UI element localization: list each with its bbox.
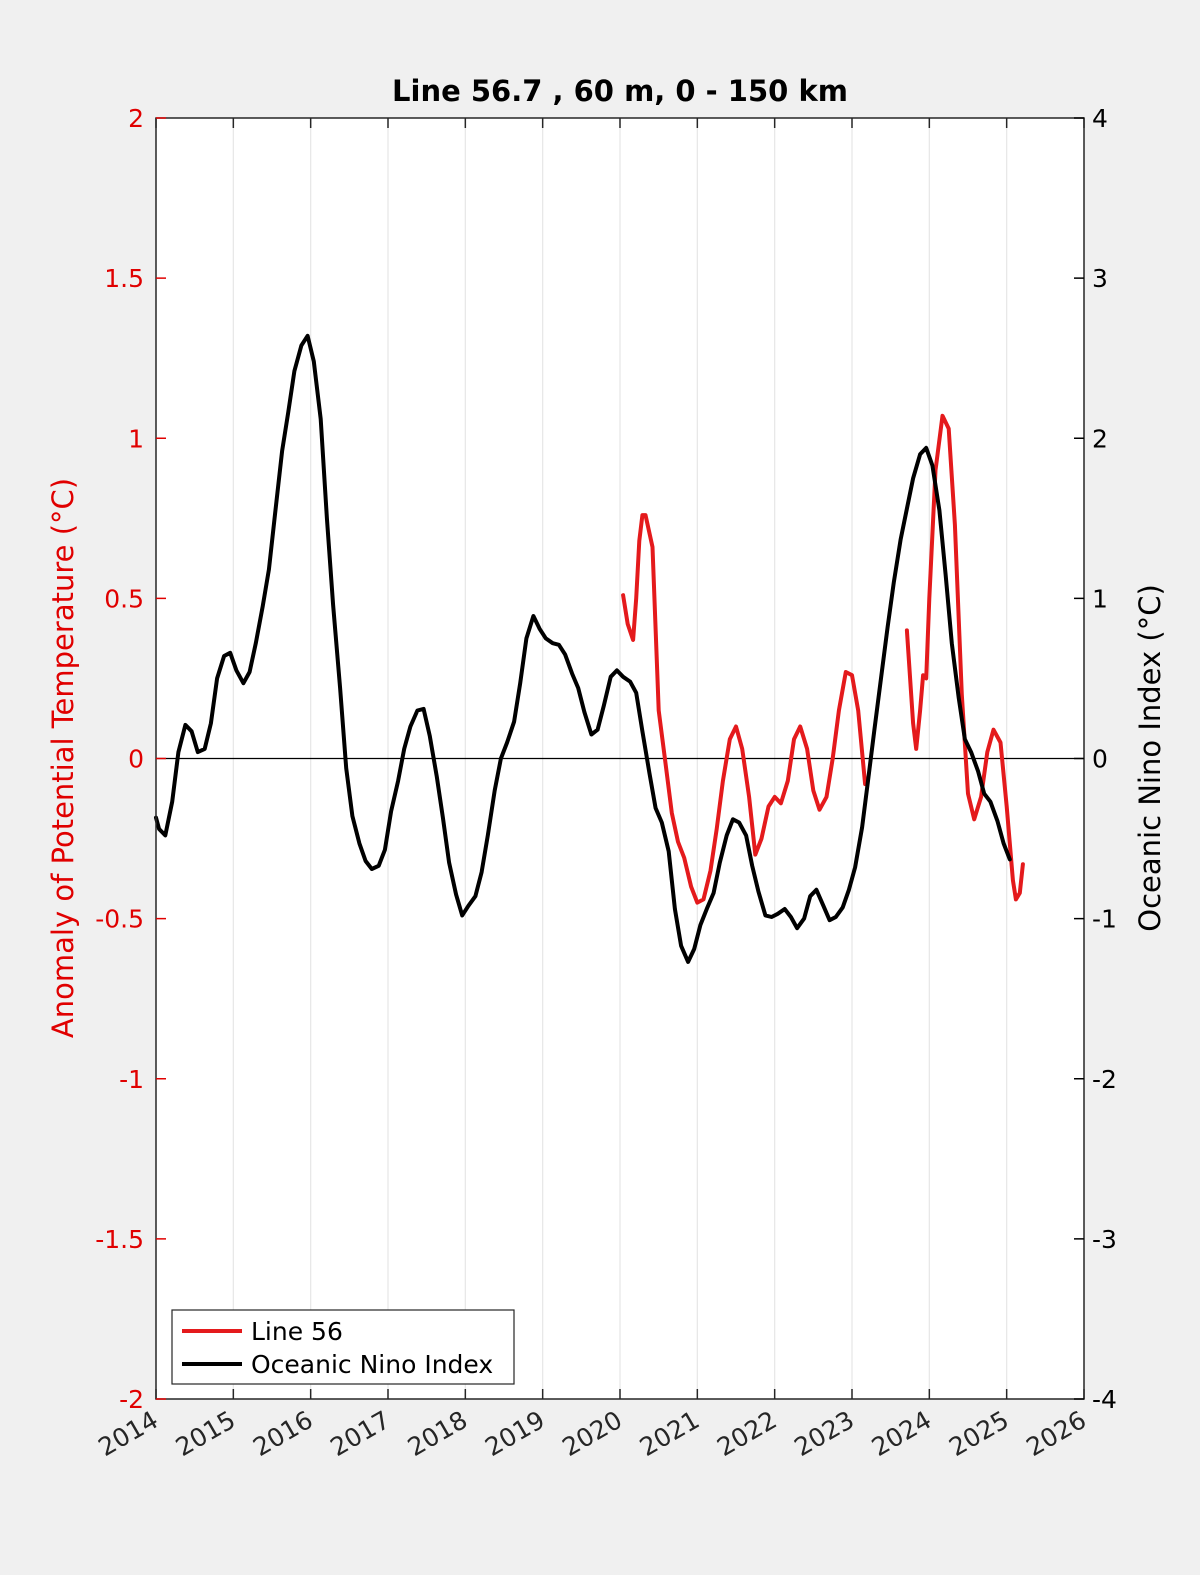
legend: Line 56 Oceanic Nino Index (171, 1309, 515, 1385)
y-left-tick-label--0.5: -0.5 (95, 905, 144, 934)
y-left-tick-label-2: 2 (128, 104, 144, 133)
y-right-tick-label--3: -3 (1092, 1225, 1117, 1254)
y-left-tick-label--1.5: -1.5 (95, 1225, 144, 1254)
legend-box (171, 1309, 515, 1385)
y-right-tick-label-0: 0 (1092, 745, 1108, 774)
series-line-line-56-segment-0 (621, 513, 868, 905)
series-line-oceanic-nino-index-segment-0 (154, 333, 1012, 964)
legend-label-oceanic-nino-index: Oceanic Nino Index (251, 1350, 493, 1379)
y-right-tick-label--4: -4 (1092, 1385, 1117, 1414)
legend-label-line-56: Line 56 (251, 1317, 343, 1346)
y-left-tick-label--2: -2 (119, 1385, 144, 1414)
y-left-tick-label-1: 1 (128, 424, 144, 453)
series (154, 333, 1025, 964)
y-right-tick-label-4: 4 (1092, 104, 1108, 133)
series-line-line-56-segment-1 (904, 413, 1025, 902)
y-right-tick-label-3: 3 (1092, 264, 1108, 293)
y-left-tick-label-0.5: 0.5 (104, 584, 144, 613)
y-axis-left-title: Anomaly of Potential Temperature (°C) (46, 478, 80, 1038)
chart-title: Line 56.7 , 60 m, 0 - 150 km (392, 74, 848, 108)
y-right-tick-label--1: -1 (1092, 905, 1117, 934)
y-left-tick-label--1: -1 (119, 1065, 144, 1094)
y-left-tick-label-0: 0 (128, 745, 144, 774)
y-right-tick-label--2: -2 (1092, 1065, 1117, 1094)
y-right-tick-label-1: 1 (1092, 584, 1108, 613)
y-axis-right-title: Oceanic Nino Index (°C) (1133, 584, 1167, 932)
y-right-tick-label-2: 2 (1092, 424, 1108, 453)
y-left-tick-label-1.5: 1.5 (104, 264, 144, 293)
